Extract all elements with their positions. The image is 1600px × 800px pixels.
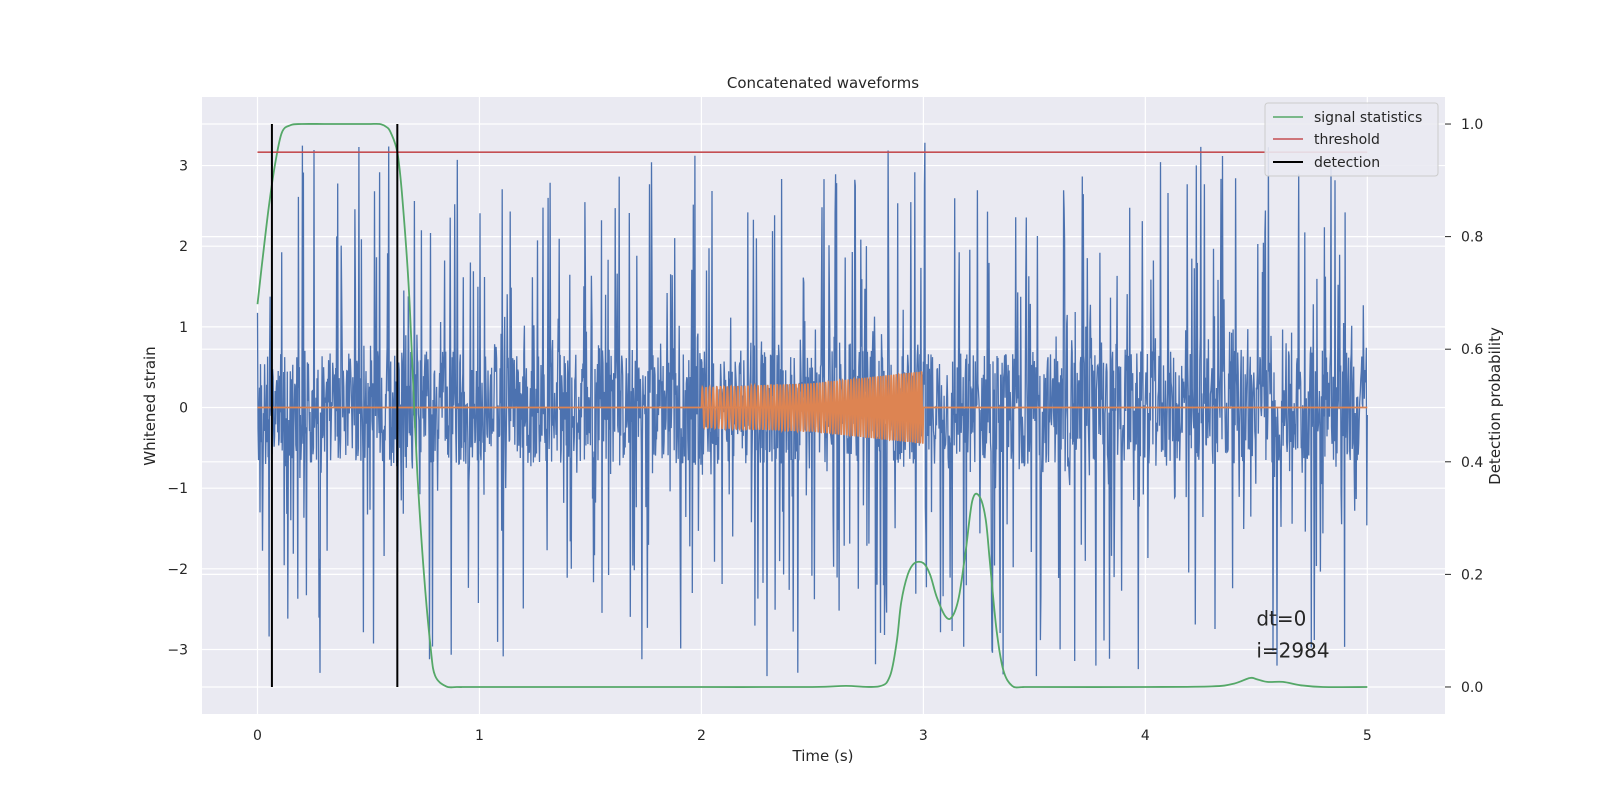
legend-label-signal-statistics: signal statistics <box>1314 110 1422 126</box>
annotation-dt: dt=0 <box>1256 606 1306 630</box>
x-tick-label: 0 <box>253 728 262 744</box>
series-signal-statistics <box>256 122 1368 689</box>
y-tick-label: 3 <box>179 159 188 175</box>
x-axis-label: Time (s) <box>792 747 854 765</box>
y2-tick-label: 1.0 <box>1461 117 1483 133</box>
annotation-i: i=2984 <box>1256 639 1329 663</box>
x-tick-label: 3 <box>919 728 928 744</box>
x-tick-label: 5 <box>1363 728 1372 744</box>
y-tick-label: −1 <box>167 481 188 497</box>
y-axis-ticks: −3 −2 −1 0 1 2 3 <box>167 159 188 659</box>
x-tick-label: 4 <box>1141 728 1150 744</box>
legend-label-detection: detection <box>1314 155 1380 171</box>
legend-label-threshold: threshold <box>1314 132 1380 148</box>
series-whitened-strain <box>256 142 1368 677</box>
injection-chirp <box>700 370 925 444</box>
y-tick-label: 1 <box>179 320 188 336</box>
y-tick-label: 2 <box>179 239 188 255</box>
y2-axis-label: Detection probability <box>1486 327 1504 485</box>
x-tick-label: 2 <box>697 728 706 744</box>
x-tick-label: 1 <box>475 728 484 744</box>
y2-tick-label: 0.8 <box>1461 230 1483 246</box>
y2-axis-ticks: 0.0 0.2 0.4 0.6 0.8 1.0 <box>1445 117 1483 696</box>
y-tick-label: −3 <box>167 642 188 658</box>
chart-title: Concatenated waveforms <box>727 74 919 92</box>
series-injected-waveform <box>257 370 1368 444</box>
y-tick-label: 0 <box>179 401 188 417</box>
y-axis-label: Whitened strain <box>141 346 159 465</box>
y2-tick-label: 0.0 <box>1461 680 1483 696</box>
series-detection <box>270 124 399 687</box>
y-tick-label: −2 <box>167 562 188 578</box>
x-axis-ticks: 0 1 2 3 4 5 <box>253 728 1372 744</box>
y2-tick-label: 0.6 <box>1461 342 1483 358</box>
y2-tick-label: 0.4 <box>1461 455 1483 471</box>
signal-statistics-line <box>256 122 1368 689</box>
whitened-strain-line <box>256 142 1368 677</box>
legend-box <box>1264 102 1439 177</box>
legend: signal statistics threshold detection <box>1264 102 1439 177</box>
y2-tick-label: 0.2 <box>1461 567 1483 583</box>
